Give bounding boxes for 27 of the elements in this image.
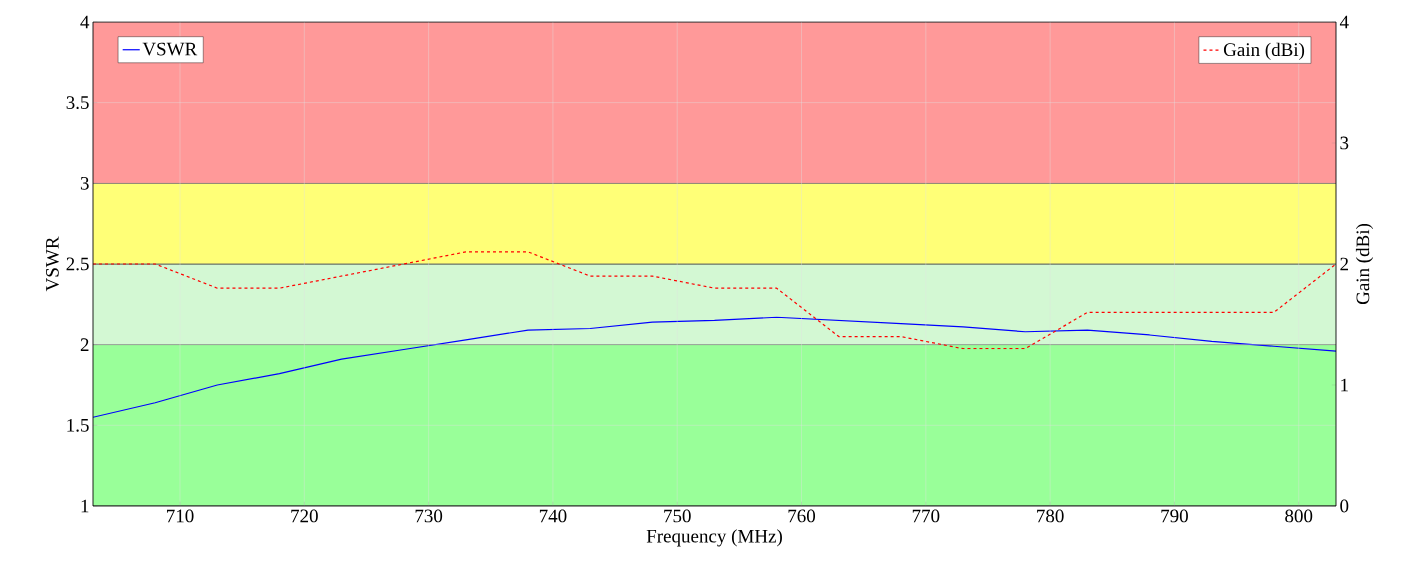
y2-tick-label: 4 (1339, 15, 1349, 29)
x-tick-label: 770 (912, 509, 940, 523)
x-tick-label: 750 (664, 509, 691, 523)
x-tick-label: 800 (1285, 509, 1313, 523)
y-tick-label: 4 (80, 15, 90, 29)
x-tick-label: 710 (167, 509, 194, 523)
y-tick-label: 1.5 (67, 418, 89, 432)
legend-label: VSWR (142, 42, 198, 56)
y-tick-label: 2.5 (66, 257, 89, 271)
y2-tick-label: 0 (1340, 499, 1349, 513)
x-tick-label: 730 (415, 509, 443, 523)
y-tick-label: 3.5 (66, 96, 89, 110)
y2-tick-label: 3 (1340, 136, 1349, 150)
legend-label: Gain (dBi) (1223, 42, 1305, 60)
y-tick-label: 2 (80, 338, 89, 351)
y2-tick-label: 1 (1341, 378, 1348, 392)
x-tick-label: 760 (788, 509, 816, 523)
x-tick-label: 740 (539, 509, 567, 523)
x-tick-label: 780 (1037, 509, 1064, 523)
x-tick-label: 790 (1161, 509, 1188, 523)
y-axis-title: VSWR (46, 236, 59, 292)
y2-axis-title: Gain (dBi) (1355, 223, 1374, 305)
y2-tick-label: 2 (1340, 257, 1348, 271)
x-tick-label: 720 (291, 509, 318, 523)
x-axis-title: Frequency (MHz) (646, 529, 782, 547)
y-tick-label: 3 (80, 176, 89, 190)
y-tick-label: 1 (81, 499, 89, 513)
